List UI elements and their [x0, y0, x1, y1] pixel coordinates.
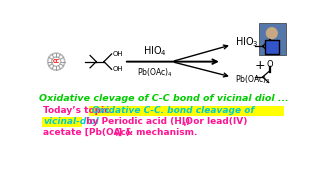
- Text: HIO$_3$: HIO$_3$: [235, 35, 259, 49]
- Text: ) or lead(IV): ) or lead(IV): [186, 117, 247, 126]
- Text: OH: OH: [112, 51, 123, 57]
- Text: acetate [Pb(OAc): acetate [Pb(OAc): [43, 128, 130, 137]
- Text: Today’s topic:: Today’s topic:: [43, 106, 116, 115]
- Text: O: O: [266, 60, 273, 69]
- Text: Oxidative C-C. bond cleavage of: Oxidative C-C. bond cleavage of: [92, 106, 254, 115]
- Text: 4: 4: [114, 132, 118, 138]
- Text: +: +: [254, 59, 265, 72]
- Text: vicinal-diol: vicinal-diol: [44, 117, 100, 126]
- FancyBboxPatch shape: [89, 106, 284, 116]
- Circle shape: [267, 28, 277, 39]
- Text: O: O: [266, 29, 273, 38]
- Text: Pb(OAc)$_4$: Pb(OAc)$_4$: [137, 67, 173, 79]
- Text: OH: OH: [112, 66, 123, 72]
- FancyBboxPatch shape: [265, 40, 279, 54]
- Text: by Periodic acid (HIO: by Periodic acid (HIO: [83, 117, 193, 126]
- Text: 4: 4: [182, 122, 186, 127]
- Text: Oxidative clevage of C-C bond of vicinal diol ...: Oxidative clevage of C-C bond of vicinal…: [39, 94, 289, 103]
- Text: CC: CC: [53, 59, 60, 64]
- Text: Pb(OAc)$_2$: Pb(OAc)$_2$: [235, 74, 271, 86]
- Text: HIO$_4$: HIO$_4$: [143, 44, 167, 58]
- FancyBboxPatch shape: [42, 117, 82, 127]
- FancyBboxPatch shape: [259, 23, 286, 55]
- Text: ] & mechanism.: ] & mechanism.: [118, 128, 197, 137]
